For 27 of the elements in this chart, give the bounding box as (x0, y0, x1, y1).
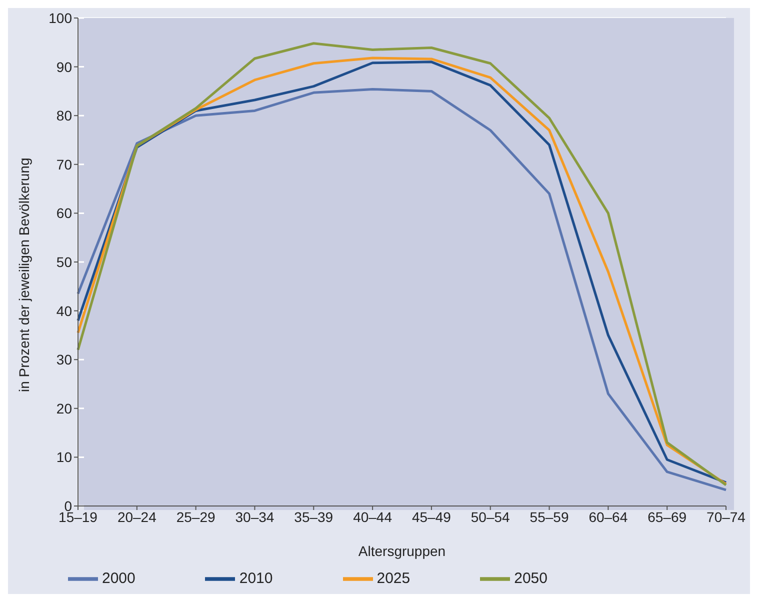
x-tick-label: 35–39 (294, 508, 334, 525)
legend-label: 2000 (102, 570, 136, 587)
x-tick-label: 25–29 (176, 508, 216, 525)
legend-label: 2010 (239, 570, 273, 587)
x-tick-label: 55–59 (530, 508, 569, 525)
y-tick-label: 100 (48, 10, 72, 26)
y-tick-label: 90 (56, 58, 72, 75)
x-tick-label: 65–69 (648, 508, 687, 525)
x-tick-label: 60–64 (588, 508, 628, 525)
x-tick-label: 30–34 (235, 508, 274, 525)
x-tick-label: 20–24 (117, 508, 157, 525)
x-tick-label: 70–74 (706, 508, 746, 525)
x-tick-label: 45–49 (412, 508, 452, 525)
x-tick-label: 50–54 (470, 508, 510, 525)
x-axis-title: Altersgruppen (358, 543, 446, 559)
y-tick-label: 40 (56, 302, 72, 319)
y-tick-label: 80 (56, 108, 72, 124)
legend-label: 2025 (376, 570, 410, 587)
legend-label: 2050 (514, 570, 548, 587)
y-tick-label: 20 (56, 400, 72, 416)
y-tick-label: 60 (56, 205, 72, 222)
y-axis-title: in Prozent der jeweiligen Bevölkerung (16, 158, 32, 392)
y-tick-label: 50 (56, 254, 72, 270)
y-tick-label: 70 (56, 156, 72, 172)
y-tick-label: 10 (56, 449, 72, 466)
y-tick-label: 30 (56, 352, 72, 368)
x-tick-label: 40–44 (353, 508, 392, 525)
